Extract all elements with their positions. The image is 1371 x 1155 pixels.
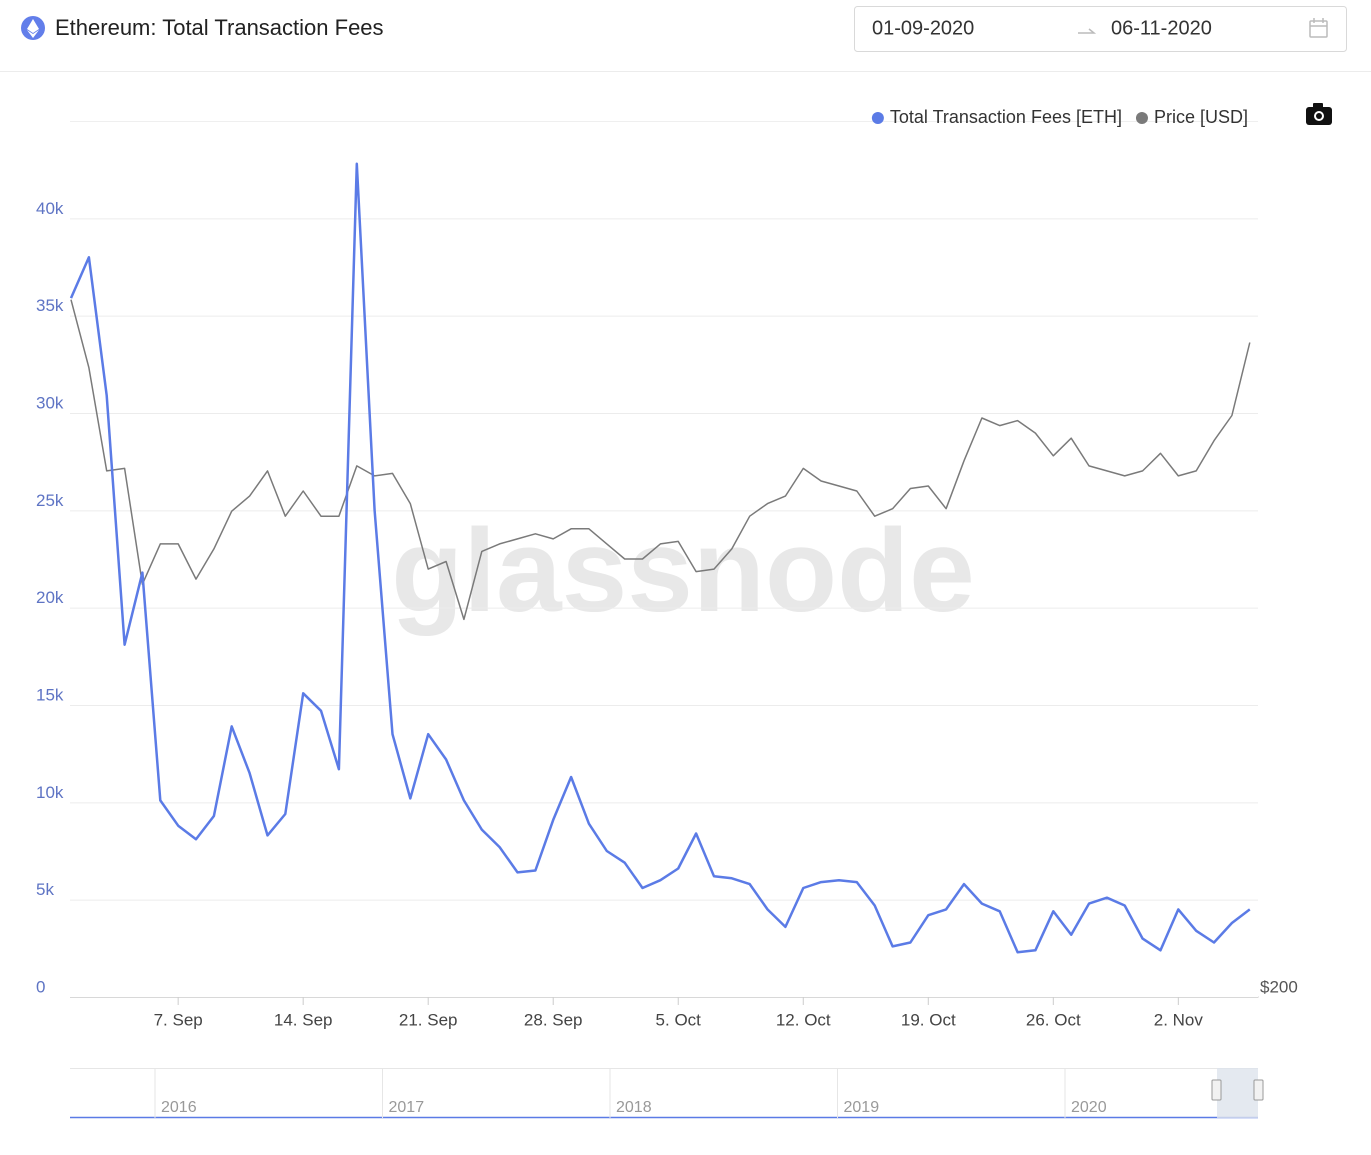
y2-tick-label: $200 <box>1260 977 1298 996</box>
y-tick-label: 5k <box>36 880 54 899</box>
y-tick-label: 20k <box>36 588 64 607</box>
y-tick-label: 0 <box>36 977 45 996</box>
x-tick-label: 2. Nov <box>1154 1010 1204 1029</box>
date-range-picker[interactable] <box>854 6 1347 52</box>
plot-area: 0 5k 10k 15k 20k 25k 30k 35k 40k $200 7. Sep 14. Se… <box>36 107 1298 1030</box>
x-tick-label: 5. Oct <box>656 1010 702 1029</box>
navigator: 2016 2017 2018 2019 2020 <box>70 1068 1264 1119</box>
series-line <box>69 162 1251 954</box>
y-tick-label: 10k <box>36 783 64 802</box>
date-from[interactable]: 01-09-2020 <box>872 17 974 39</box>
export-button[interactable] <box>1306 103 1332 125</box>
x-tick-label: 28. Sep <box>524 1010 583 1029</box>
y-tick-label: 30k <box>36 393 64 412</box>
eth-icon-glyph <box>27 19 39 38</box>
page-title: Ethereum: Total Transaction Fees <box>55 15 384 40</box>
legend-marker <box>1135 112 1148 124</box>
navigator-label: 2019 <box>844 1099 880 1116</box>
x-tick-label: 26. Oct <box>1026 1010 1081 1029</box>
legend-label: Total Transaction Fees [ETH] <box>890 107 1122 127</box>
navigator-label: 2016 <box>161 1099 197 1116</box>
navigator-handle[interactable] <box>1253 1079 1264 1101</box>
navigator-selection[interactable] <box>1217 1068 1258 1118</box>
navigator-handle[interactable] <box>1211 1079 1222 1101</box>
legend-label: Price [USD] <box>1154 107 1248 127</box>
date-to[interactable]: 06-11-2020 <box>1111 17 1212 39</box>
navigator-label: 2018 <box>616 1099 652 1116</box>
y-tick-label: 25k <box>36 491 64 510</box>
range-arrow <box>1078 28 1097 34</box>
calendar-icon[interactable] <box>1309 18 1328 38</box>
x-tick-label: 14. Sep <box>274 1010 333 1029</box>
x-tick-label: 7. Sep <box>154 1010 203 1029</box>
y-tick-label: 15k <box>36 685 64 704</box>
y-tick-label: 35k <box>36 296 64 315</box>
navigator-label: 2020 <box>1071 1099 1107 1116</box>
navigator-label: 2017 <box>389 1099 425 1116</box>
series-line <box>70 299 1251 621</box>
x-tick-label: 21. Sep <box>399 1010 458 1029</box>
watermark: glassnode <box>391 505 975 637</box>
legend-marker <box>871 112 884 124</box>
x-tick-label: 12. Oct <box>776 1010 831 1029</box>
x-tick-label: 19. Oct <box>901 1010 956 1029</box>
y-tick-label: 40k <box>36 199 64 218</box>
